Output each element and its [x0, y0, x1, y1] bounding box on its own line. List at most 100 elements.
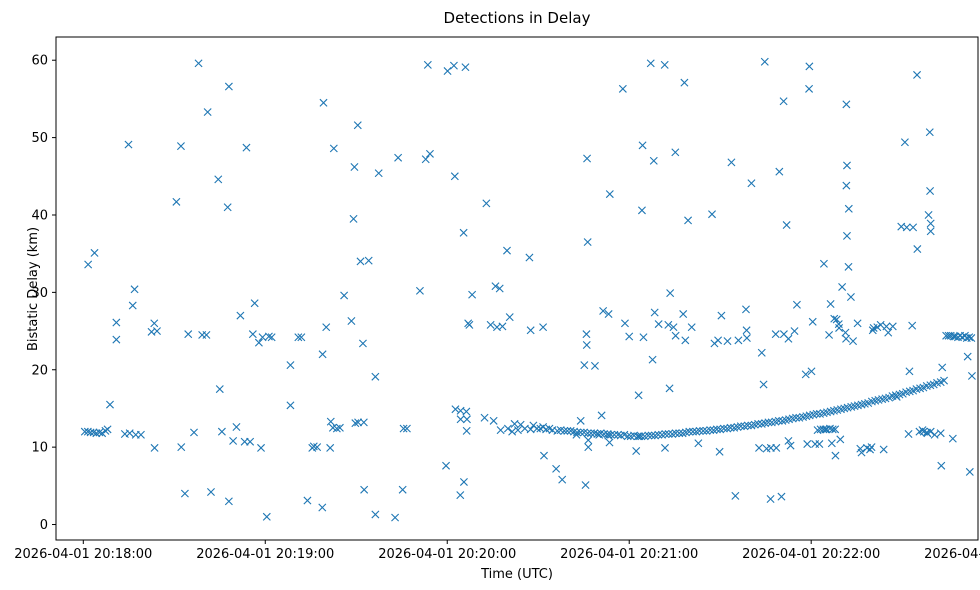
- x-tick-label: 2026-04-01 20:21:00: [560, 547, 698, 562]
- detection-marker: [831, 425, 840, 434]
- detection-marker-track: [136, 430, 145, 439]
- detection-marker: [727, 158, 736, 167]
- detection-marker: [202, 330, 211, 339]
- detection-marker-track: [526, 425, 535, 434]
- detection-marker-track: [462, 407, 471, 416]
- detection-marker: [153, 327, 161, 336]
- detection-marker: [486, 320, 495, 329]
- detection-marker: [963, 352, 972, 361]
- detection-marker: [654, 320, 663, 329]
- detection-marker: [443, 67, 452, 76]
- detection-marker: [742, 334, 751, 343]
- detection-marker-track: [92, 429, 101, 438]
- detection-marker-track: [712, 425, 721, 434]
- detection-marker: [967, 334, 976, 343]
- detection-marker: [449, 61, 458, 70]
- detection-marker: [905, 367, 914, 376]
- detection-marker: [177, 443, 186, 452]
- detection-marker-track: [633, 432, 642, 441]
- detection-marker: [646, 59, 655, 68]
- detection-marker: [879, 445, 888, 454]
- detection-marker: [965, 333, 974, 342]
- detection-marker: [264, 332, 273, 341]
- detection-marker: [857, 448, 866, 457]
- detection-marker: [819, 259, 828, 268]
- detection-marker-track: [695, 426, 704, 435]
- detection-marker: [351, 419, 360, 428]
- detection-marker: [172, 197, 181, 206]
- detection-marker: [286, 361, 295, 370]
- y-tick-label: 60: [31, 54, 48, 69]
- detection-marker: [926, 427, 935, 436]
- detection-marker: [902, 223, 911, 232]
- detection-marker-track: [513, 426, 522, 435]
- detection-marker: [128, 301, 137, 310]
- detection-marker: [635, 432, 644, 441]
- detection-marker: [150, 443, 159, 452]
- detection-marker: [708, 210, 717, 219]
- detection-marker: [884, 328, 893, 337]
- detection-marker: [637, 206, 646, 215]
- detection-marker: [832, 315, 841, 324]
- detection-marker-track: [764, 418, 773, 427]
- detection-marker: [582, 341, 591, 349]
- detection-marker: [84, 260, 93, 269]
- detection-marker: [286, 401, 295, 410]
- detection-marker: [741, 305, 750, 314]
- detection-marker: [313, 443, 322, 452]
- detection-marker-track: [583, 429, 592, 438]
- detection-marker-track: [671, 429, 680, 438]
- y-axis-ticks: 0 10 20 30 40 50 60: [31, 54, 56, 533]
- detection-marker: [632, 447, 641, 455]
- detection-marker: [462, 426, 471, 435]
- y-tick-label: 40: [31, 208, 48, 223]
- detection-marker: [649, 156, 658, 165]
- detection-marker: [807, 367, 816, 376]
- detection-marker: [402, 424, 411, 433]
- detection-marker-track: [726, 423, 735, 432]
- detection-marker: [112, 335, 121, 344]
- chart-title: Detections in Delay: [444, 9, 591, 27]
- detection-marker: [924, 210, 933, 219]
- plot-frame: [55, 36, 979, 541]
- detection-marker: [150, 319, 159, 328]
- detection-marker: [808, 317, 817, 326]
- detection-marker-track: [480, 413, 489, 422]
- detection-marker: [838, 282, 847, 291]
- detection-marker: [190, 428, 198, 437]
- detection-marker: [868, 326, 877, 335]
- detection-marker: [423, 60, 432, 69]
- detection-marker-track: [607, 430, 616, 439]
- detection-marker: [827, 439, 836, 448]
- detection-marker: [936, 429, 945, 438]
- detection-marker-track: [125, 429, 134, 438]
- detection-marker: [876, 320, 885, 329]
- detection-marker-track: [89, 428, 98, 437]
- detection-marker: [790, 327, 799, 336]
- detection-marker: [250, 299, 259, 308]
- detection-marker: [842, 181, 851, 190]
- detection-marker: [882, 322, 891, 331]
- detection-marker: [805, 62, 814, 71]
- detection-marker: [734, 336, 743, 345]
- detection-marker: [604, 310, 613, 319]
- detection-marker: [805, 84, 814, 93]
- detection-marker: [581, 481, 590, 490]
- detection-marker: [665, 384, 674, 393]
- detection-marker: [775, 167, 784, 176]
- detection-marker: [525, 253, 534, 262]
- detection-marker: [482, 199, 491, 208]
- detection-marker: [926, 187, 935, 195]
- detection-marker: [830, 314, 839, 323]
- detection-marker: [757, 348, 766, 357]
- detection-marker: [684, 216, 693, 225]
- detection-marker: [625, 332, 634, 341]
- detection-marker: [215, 385, 224, 394]
- detection-marker: [399, 424, 408, 433]
- detection-marker: [605, 438, 614, 447]
- detection-marker: [930, 430, 939, 439]
- detection-marker: [772, 443, 781, 452]
- detection-marker: [680, 78, 689, 87]
- detection-marker: [715, 447, 724, 456]
- detection-marker: [842, 161, 851, 170]
